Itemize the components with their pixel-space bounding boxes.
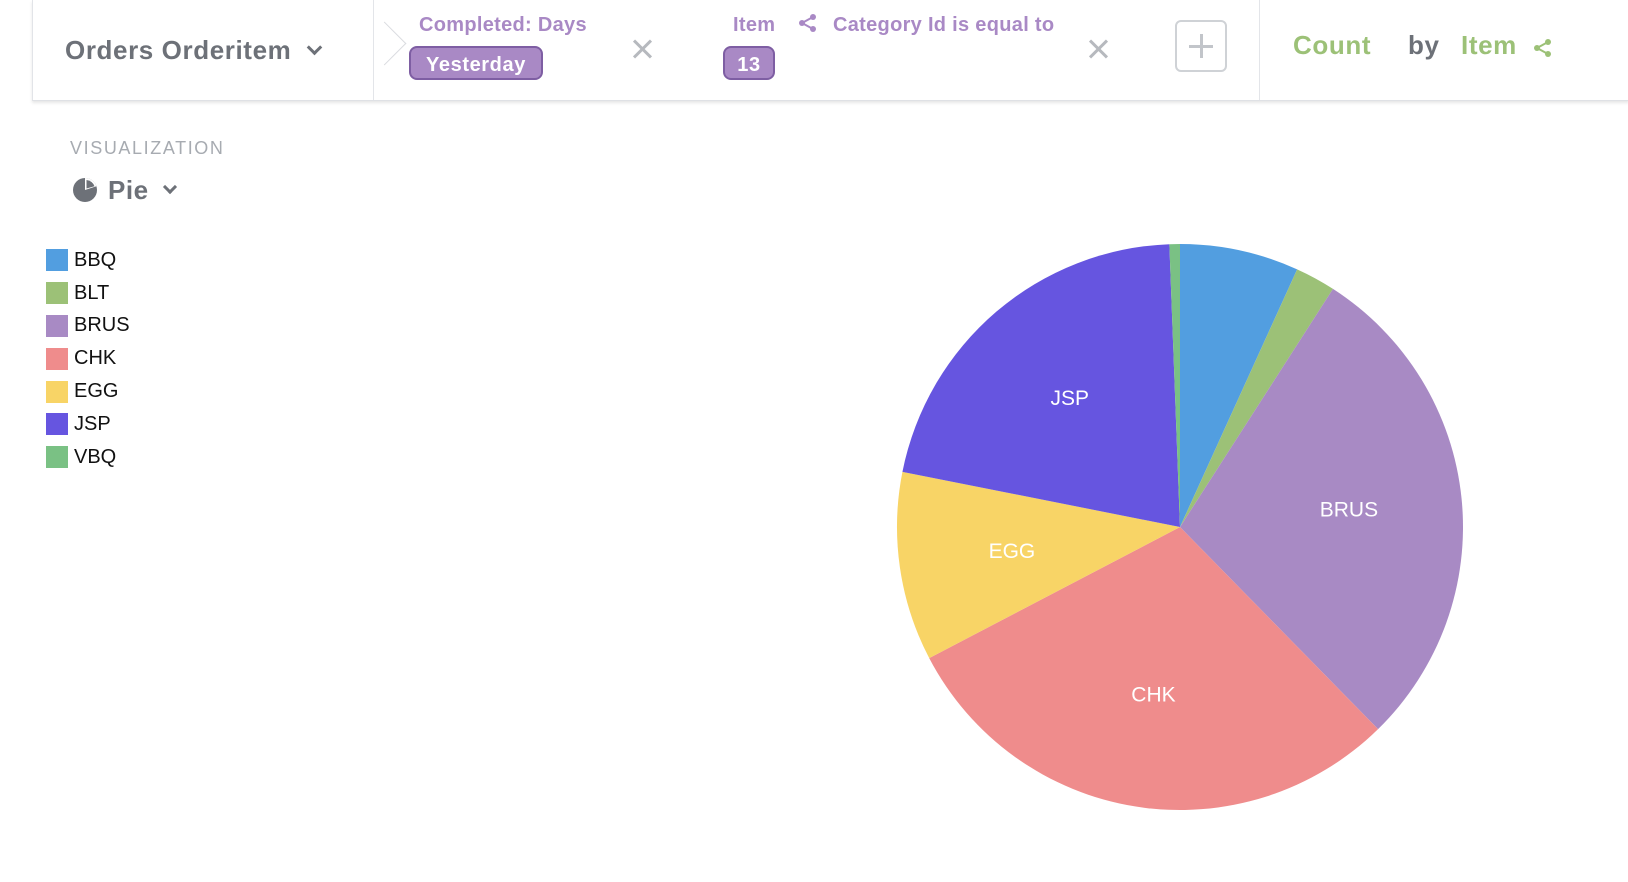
- divider: [1259, 0, 1260, 100]
- legend-swatch: [46, 380, 68, 403]
- legend-label: EGG: [74, 380, 119, 403]
- pie-chart-icon: [73, 178, 97, 202]
- legend-label: BLT: [74, 281, 110, 304]
- pie-slice-egg[interactable]: [896, 471, 1180, 659]
- legend-swatch: [46, 347, 68, 370]
- legend-item-bbq[interactable]: BBQ: [46, 244, 130, 277]
- legend-label: BRUS: [74, 314, 130, 337]
- legend-label: CHK: [74, 347, 117, 370]
- legend-swatch: [46, 314, 68, 337]
- legend-item-chk[interactable]: CHK: [46, 342, 130, 375]
- legend-label: BBQ: [74, 248, 117, 271]
- visualization-heading: VISUALIZATION: [70, 138, 225, 158]
- aggregation-by-label: by: [1408, 30, 1440, 60]
- data-source-selector[interactable]: Orders Orderitem: [33, 0, 373, 100]
- visualization-type-selector[interactable]: Pie: [72, 172, 177, 208]
- pie-slice-chk[interactable]: [929, 527, 1379, 810]
- chart-legend: BBQ BLT BRUS CHK EGG JSP VBQ: [46, 244, 130, 474]
- legend-label: JSP: [74, 412, 111, 435]
- filter-category-value[interactable]: 13: [723, 46, 775, 80]
- legend-swatch: [46, 446, 68, 469]
- aggregation-breakout[interactable]: Item: [1461, 30, 1517, 60]
- add-filter-button[interactable]: [1175, 20, 1227, 72]
- pie-slice-bbq[interactable]: [1180, 244, 1298, 527]
- legend-label: VBQ: [74, 445, 117, 468]
- legend-swatch: [46, 413, 68, 436]
- pie-slice-label: JSP: [1051, 387, 1090, 410]
- filter-item-prefix[interactable]: Item: [733, 14, 776, 36]
- pie-slice-label: BRUS: [1320, 499, 1378, 522]
- legend-swatch: [46, 249, 68, 272]
- pie-slice-jsp[interactable]: [902, 244, 1180, 527]
- legend-item-vbq[interactable]: VBQ: [46, 441, 130, 474]
- pie-slice-vbq[interactable]: [1169, 244, 1180, 527]
- legend-swatch: [46, 282, 68, 305]
- visualization-type-label: Pie: [108, 174, 149, 205]
- foreign-key-icon: [1534, 39, 1551, 57]
- pie-slice-label: CHK: [1131, 684, 1175, 707]
- filter-completed-value[interactable]: Yesterday: [409, 46, 543, 80]
- filter-completed-label[interactable]: Completed: Days: [419, 14, 587, 36]
- divider: [373, 0, 374, 100]
- foreign-key-icon: [799, 14, 816, 32]
- legend-item-jsp[interactable]: JSP: [46, 408, 130, 441]
- pie-slice-label: EGG: [989, 540, 1036, 563]
- legend-item-brus[interactable]: BRUS: [46, 310, 130, 343]
- aggregation-metric[interactable]: Count: [1293, 30, 1372, 60]
- pie-slice-brus[interactable]: [1180, 288, 1464, 730]
- legend-item-egg[interactable]: EGG: [46, 375, 130, 408]
- data-source-label: Orders Orderitem: [65, 34, 292, 65]
- query-bar: Orders Orderitem Completed: Days Yesterd…: [32, 0, 1628, 101]
- filter-category-label[interactable]: Category Id is equal to: [833, 14, 1055, 36]
- legend-item-blt[interactable]: BLT: [46, 277, 130, 310]
- pie-slice-blt[interactable]: [1180, 269, 1334, 527]
